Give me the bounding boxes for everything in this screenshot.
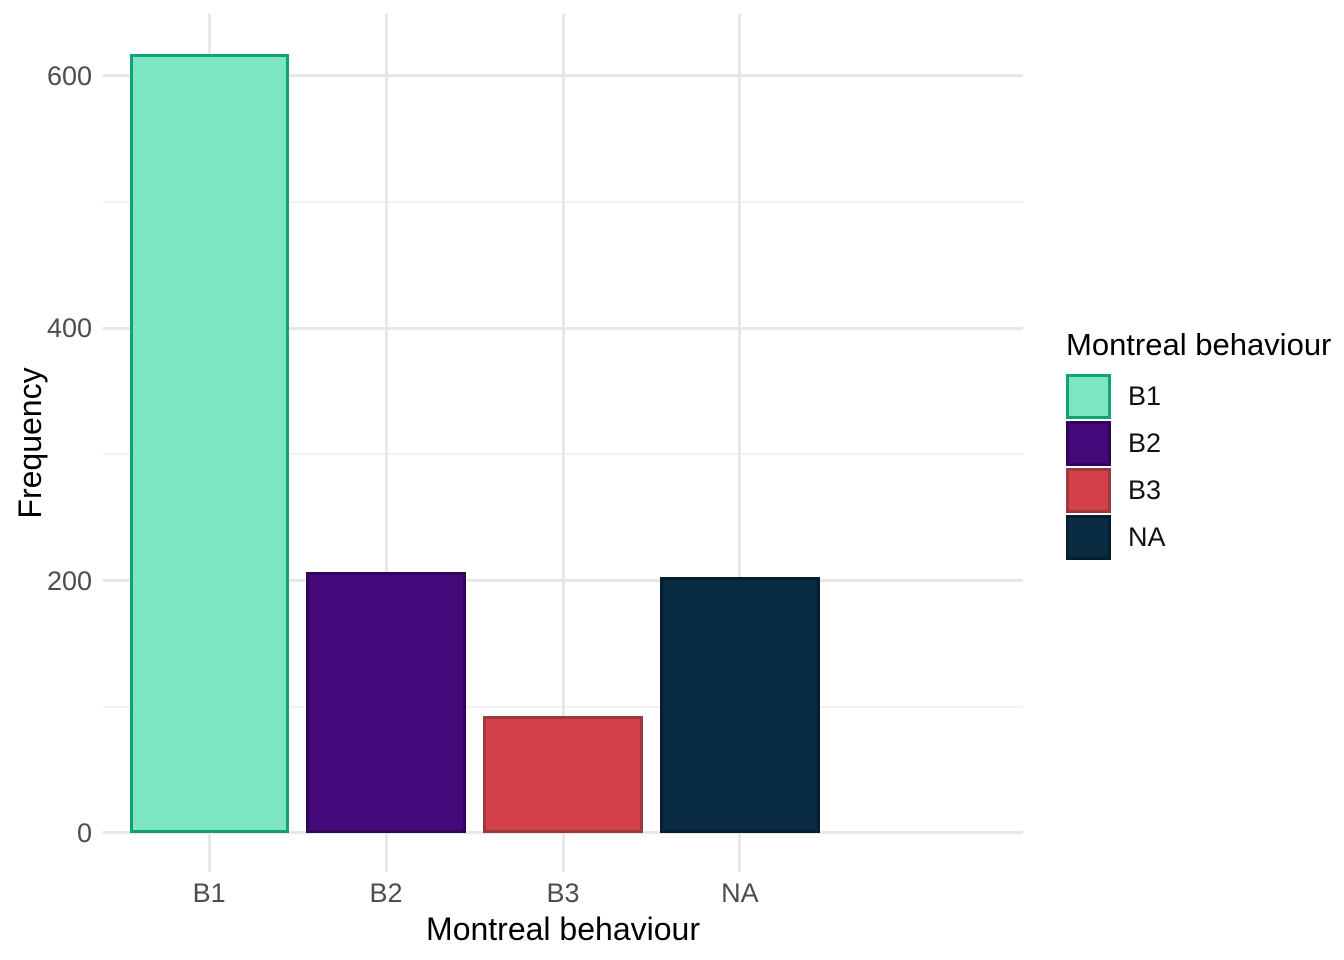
- bar-B1: [129, 54, 289, 833]
- y-tick-label-600: 600: [46, 60, 92, 91]
- gridline-major-x-B3: [561, 14, 565, 872]
- legend-swatch-NA: [1066, 515, 1111, 560]
- y-tick-label-0: 0: [76, 817, 92, 848]
- legend-label-B1: B1: [1128, 381, 1162, 411]
- legend-item-NA: NA: [1066, 514, 1331, 561]
- y-tick-label-200: 200: [46, 565, 92, 596]
- gridline-major-x-B2: [384, 14, 388, 872]
- legend-title: Montreal behaviour: [1066, 327, 1332, 362]
- y-tick-label-400: 400: [46, 313, 92, 344]
- bar-B2: [306, 571, 466, 833]
- x-tick-label-B3: B3: [546, 878, 580, 908]
- bar-NA: [660, 576, 820, 833]
- legend-item-B3: B3: [1066, 467, 1331, 514]
- x-tick-label-NA: NA: [721, 878, 759, 908]
- legend-item-B2: B2: [1066, 420, 1331, 467]
- y-axis-title: Frequency: [12, 367, 48, 519]
- legend-label-NA: NA: [1128, 522, 1166, 552]
- x-tick-label-B1: B1: [192, 878, 226, 908]
- x-axis-title: Montreal behaviour: [426, 911, 700, 947]
- bar-B3: [483, 715, 643, 833]
- plot-panel: [103, 14, 1023, 872]
- legend-label-B2: B2: [1128, 428, 1162, 458]
- legend: Montreal behaviour B1 B2 B3 NA: [1066, 327, 1331, 561]
- legend-item-B1: B1: [1066, 373, 1331, 420]
- legend-swatch-B3: [1066, 468, 1111, 513]
- legend-swatch-B2: [1066, 421, 1111, 466]
- x-tick-label-B2: B2: [369, 878, 403, 908]
- gridline-major-x-NA: [738, 14, 742, 872]
- legend-label-B3: B3: [1128, 475, 1162, 505]
- legend-items: B1 B2 B3 NA: [1066, 373, 1331, 561]
- legend-swatch-B1: [1066, 374, 1111, 419]
